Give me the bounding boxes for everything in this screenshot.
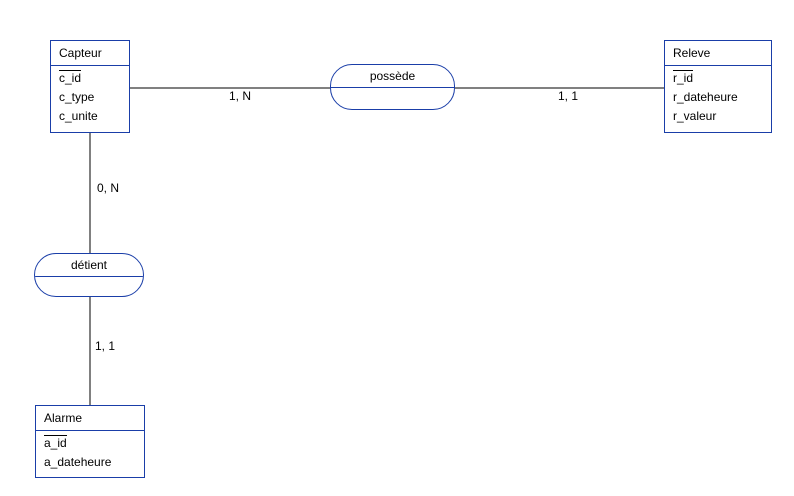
entity-releve-title: Releve	[665, 41, 771, 66]
capteur-attribute: c_type	[59, 90, 95, 104]
cardinality-capteur-detient: 0, N	[97, 181, 120, 195]
cardinality-alarme-detient: 1, 1	[95, 339, 116, 353]
cardinality-capteur-possede: 1, N	[229, 89, 252, 103]
releve-key-attribute: r_id	[673, 70, 694, 85]
entity-capteur[interactable]: Capteur c_id c_type c_unite	[50, 40, 130, 133]
relation-detient-label: détient	[35, 254, 143, 277]
relation-detient[interactable]: détient	[34, 253, 144, 297]
capteur-attribute: c_unite	[59, 109, 98, 123]
alarme-key-attribute: a_id	[44, 435, 67, 450]
alarme-attribute: a_dateheure	[44, 455, 112, 469]
entity-releve[interactable]: Releve r_id r_dateheure r_valeur	[664, 40, 772, 133]
relation-possede[interactable]: possède	[330, 64, 455, 110]
entity-alarme-title: Alarme	[36, 406, 144, 431]
entity-capteur-title: Capteur	[51, 41, 129, 66]
releve-attribute: r_dateheure	[673, 90, 738, 104]
capteur-key-attribute: c_id	[59, 70, 82, 85]
cardinality-releve-possede: 1, 1	[558, 89, 579, 103]
relation-possede-label: possède	[331, 65, 454, 88]
entity-alarme[interactable]: Alarme a_id a_dateheure	[35, 405, 145, 478]
releve-attribute: r_valeur	[673, 109, 717, 123]
